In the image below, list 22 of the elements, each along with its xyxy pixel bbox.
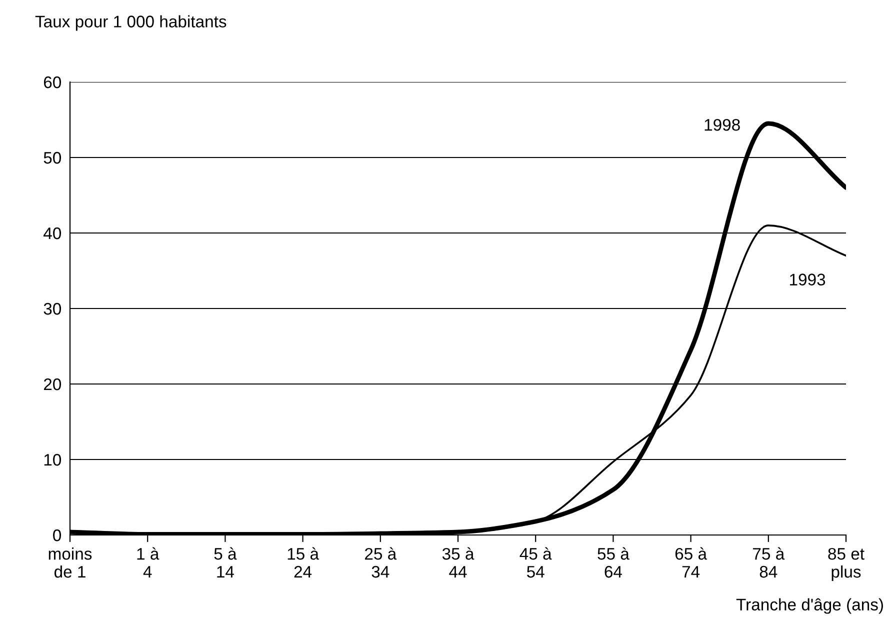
x-tick-label: 45 à 54	[520, 547, 552, 578]
x-tick-label: 1 à 4	[137, 547, 160, 578]
y-tick-label: 20	[44, 378, 62, 390]
x-tick-label: 75 à 84	[753, 547, 785, 578]
series-label: 1998	[704, 118, 740, 131]
x-axis-title: Tranche d'âge (ans)	[736, 598, 883, 614]
y-axis-title: Taux pour 1 000 habitants	[35, 15, 226, 31]
x-tick-label: 15 à 24	[288, 547, 320, 578]
y-tick-label: 30	[44, 302, 62, 315]
y-tick-label: 60	[44, 76, 62, 88]
x-tick-label: 85 et plus	[828, 548, 864, 581]
series-label: 1993	[790, 274, 826, 286]
x-tick-label: 55 à 64	[598, 547, 630, 578]
y-tick-label: 50	[44, 152, 62, 164]
x-tick-label: 25 à 34	[365, 547, 397, 578]
y-tick-label: 0	[53, 529, 62, 542]
y-tick-label: 40	[44, 227, 62, 240]
x-tick-label: 5 à 14	[214, 547, 237, 578]
y-tick-label: 10	[44, 454, 62, 466]
x-tick-label: moins de 1	[48, 548, 92, 578]
x-tick-label: 35 à 44	[442, 547, 474, 578]
x-tick-label: 65 à 74	[675, 547, 708, 578]
